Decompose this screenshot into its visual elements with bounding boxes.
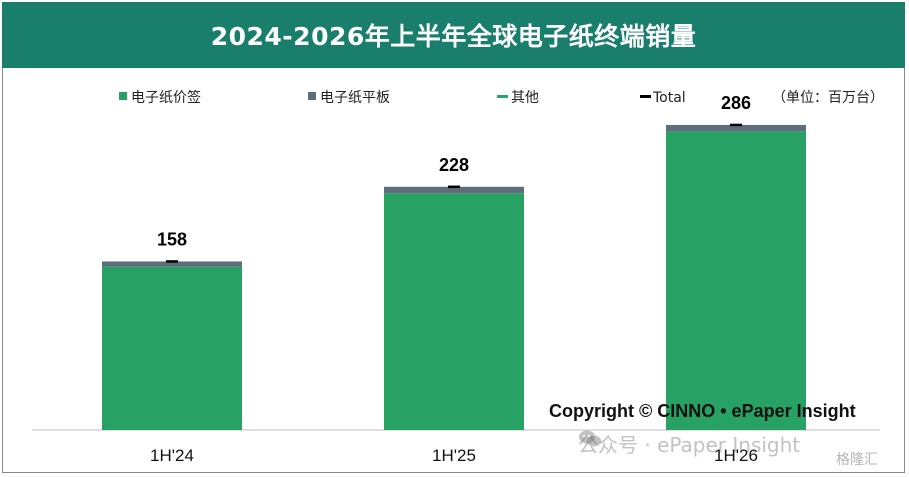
total-label-2: 286	[721, 93, 751, 113]
bars-group: 158 228 286	[102, 93, 806, 431]
bar-tablet-2	[666, 124, 806, 132]
bar-tablet-0	[102, 261, 242, 267]
x-tick-label-0: 1H'24	[150, 446, 194, 465]
chart-title: 2024-2026年上半年全球电子纸终端销量	[210, 22, 697, 51]
corner-logo: 格隆汇	[836, 452, 878, 468]
legend-swatch-label	[119, 92, 127, 100]
legend-item-tablet: 电子纸平板	[320, 90, 390, 106]
x-tick-label-1: 1H'25	[432, 446, 476, 465]
bar-label-0	[102, 266, 242, 430]
x-tick-label-2: 1H'26	[714, 446, 758, 465]
legend-swatch-other	[497, 95, 508, 98]
unit-label: （单位：百万台）	[772, 90, 884, 106]
wechat-icon	[579, 430, 601, 447]
total-label-0: 158	[157, 229, 187, 249]
watermark: 公众号 · ePaper Insight	[578, 429, 800, 458]
legend-swatch-tablet	[308, 92, 316, 100]
bar-label-2	[666, 131, 806, 431]
bar-tablet-1	[384, 186, 524, 194]
x-tick-labels: 1H'24 1H'25 1H'26	[150, 446, 758, 465]
legend-item-total: Total	[652, 90, 686, 106]
legend-item-other: 其他	[511, 90, 539, 106]
legend-swatch-total	[640, 95, 651, 98]
bar-label-1	[384, 193, 524, 430]
legend: 电子纸价签 电子纸平板 其他 Total （单位：百万台）	[119, 89, 884, 106]
watermark-text: 公众号 · ePaper Insight	[578, 433, 801, 457]
copyright-text: Copyright © CINNO • ePaper Insight	[549, 401, 856, 421]
title-bar: 2024-2026年上半年全球电子纸终端销量	[2, 2, 905, 68]
legend-item-label: 电子纸价签	[131, 89, 201, 106]
total-label-1: 228	[439, 155, 469, 175]
